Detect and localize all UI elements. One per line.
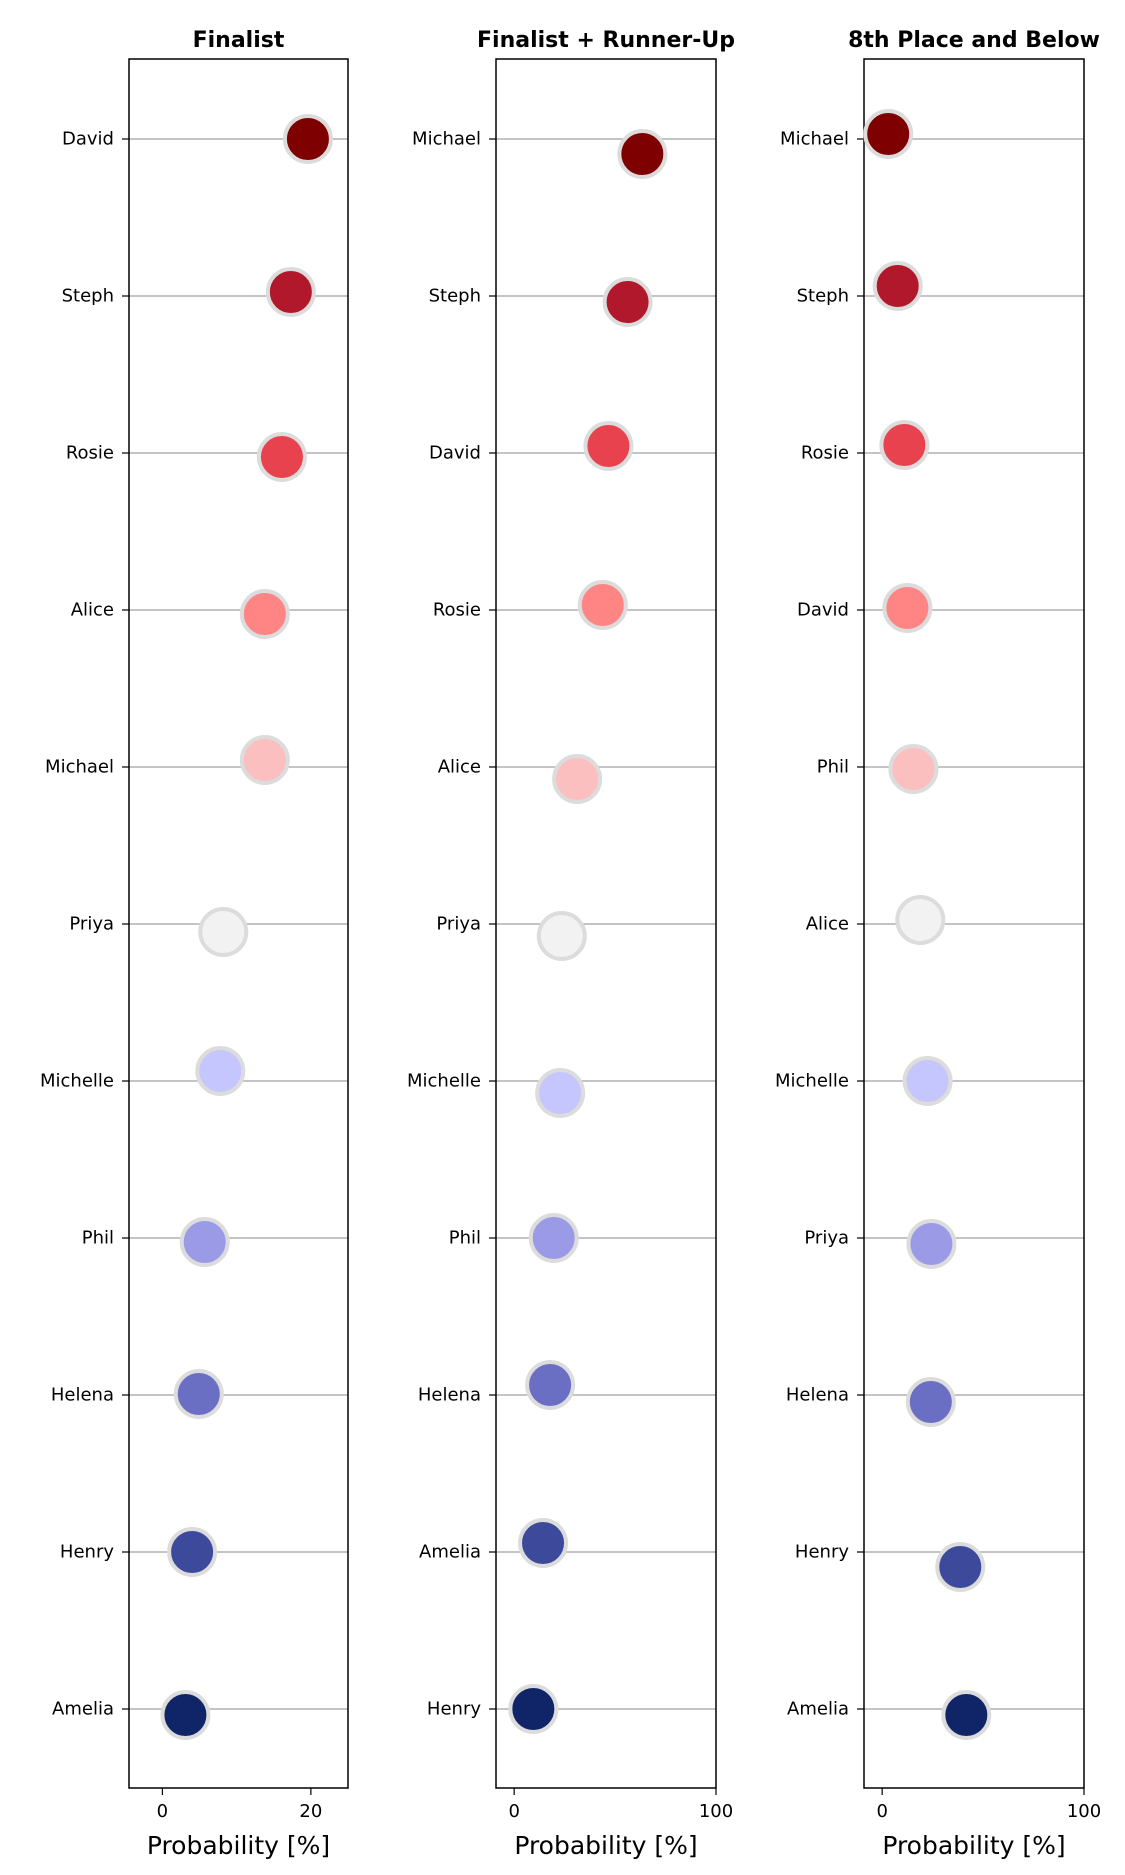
ytick-label: Amelia [787,1699,849,1720]
data-point [160,1690,211,1740]
data-point [518,1518,569,1568]
data-point [195,1046,246,1096]
data-point [265,267,316,317]
data-point [198,907,249,957]
xtick-label: 100 [1067,1801,1101,1822]
ytick-label: Helena [418,1385,481,1406]
data-point [536,911,587,961]
axes-frame [863,58,1085,1789]
ytick-label: Steph [429,286,481,307]
ytick-label: Michael [412,129,481,150]
panel-title: Finalist + Runner-Up [477,28,735,53]
axes-frame [128,58,349,1789]
ytick-label: Priya [69,914,114,935]
ytick-label: Henry [427,1699,481,1720]
data-point [173,1369,224,1419]
data-point [282,114,333,164]
ytick-label: Amelia [419,1542,481,1563]
data-point [256,432,307,482]
data-point [508,1684,559,1734]
data-point [577,580,628,630]
ytick-label: David [429,443,481,464]
data-point [239,589,290,639]
data-point [583,421,634,471]
data-point [935,1542,986,1592]
data-point [888,744,939,794]
ytick-label: Phil [82,1228,114,1249]
data-point [895,895,946,945]
ytick-label: Michelle [775,1071,849,1092]
data-point [179,1217,230,1267]
xtick-label: 100 [699,1801,733,1822]
ytick-label: Priya [436,914,481,935]
data-point [882,583,933,633]
x-axis-label: Probability [%] [514,1831,697,1860]
data-point [525,1360,576,1410]
data-point [863,109,914,159]
data-point [528,1213,579,1263]
panels: David Steph Rosie Alice Michael Priya Michelle… [40,28,1101,1860]
data-point [167,1527,218,1577]
data-point [872,261,923,311]
ytick-label: Priya [804,1228,849,1249]
x-axis-label: Probability [%] [882,1831,1065,1860]
ytick-label: David [797,600,849,621]
panel-3: Michael Steph Rosie David Phil Alice Michelle P… [775,28,1101,1860]
axes-frame [495,58,717,1789]
panel-title: 8th Place and Below [848,28,1100,53]
data-point [602,277,653,327]
data-point [902,1056,953,1106]
ytick-label: Michelle [40,1071,114,1092]
data-point [552,754,603,804]
data-point [239,735,290,785]
data-point [879,420,930,470]
panel-2: Michael Steph David Rosie Alice Priya Michelle… [407,28,735,1860]
xtick-label: 0 [876,1801,887,1822]
ytick-label: Michael [780,129,849,150]
xtick-label: 0 [157,1801,168,1822]
ytick-label: Phil [817,757,849,778]
ytick-label: Michelle [407,1071,481,1092]
data-point [535,1068,586,1118]
ytick-label: Rosie [66,443,114,464]
panel-title: Finalist [193,28,285,53]
ytick-label: Henry [795,1542,849,1563]
ytick-label: Helena [51,1385,114,1406]
data-point [617,129,668,179]
ytick-label: Steph [797,286,849,307]
data-point [906,1219,957,1269]
ytick-label: Alice [71,600,114,621]
ytick-label: Alice [806,914,849,935]
xtick-label: 0 [508,1801,519,1822]
data-point [905,1377,956,1427]
ytick-label: Henry [60,1542,114,1563]
ytick-label: Amelia [52,1699,114,1720]
x-axis-label: Probability [%] [147,1831,330,1860]
ytick-label: Phil [449,1228,481,1249]
ytick-label: David [62,129,114,150]
ytick-label: Alice [438,757,481,778]
ytick-label: Rosie [433,600,481,621]
ytick-label: Helena [786,1385,849,1406]
ytick-label: Rosie [801,443,849,464]
ytick-label: Michael [45,757,114,778]
data-point [941,1690,992,1740]
xtick-label: 20 [299,1801,322,1822]
panel-1: David Steph Rosie Alice Michael Priya Michelle… [40,28,349,1860]
ytick-label: Steph [62,286,114,307]
